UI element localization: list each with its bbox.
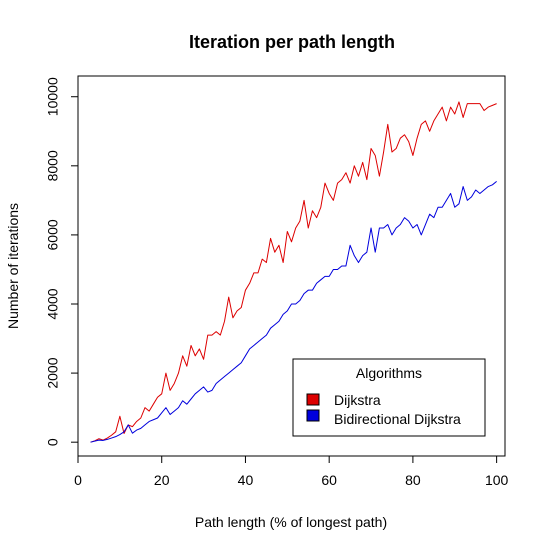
chart-title: Iteration per path length (189, 32, 395, 52)
series-line-dijkstra (90, 101, 497, 443)
legend-box (292, 358, 486, 437)
legend: Algorithms Dijkstra Bidirectional Dijkst… (292, 358, 486, 437)
y-tick-label: 8000 (45, 150, 61, 181)
series-lines (90, 101, 497, 443)
x-tick-label: 100 (485, 472, 509, 488)
legend-label-bidirectional-dijkstra: Bidirectional Dijkstra (334, 411, 461, 427)
legend-swatch-bidirectional-dijkstra (306, 409, 320, 422)
series-line-bidirectional-dijkstra (90, 180, 497, 443)
y-tick-label: 0 (45, 438, 61, 446)
y-tick-label: 6000 (45, 219, 61, 250)
x-tick-label: 60 (321, 472, 337, 488)
x-tick-label: 0 (74, 472, 82, 488)
y-axis-label: Number of iterations (5, 203, 21, 329)
legend-title: Algorithms (356, 365, 422, 381)
y-tick-label: 10000 (45, 77, 61, 116)
x-tick-label: 20 (154, 472, 170, 488)
x-tick-label: 40 (238, 472, 254, 488)
legend-label-dijkstra: Dijkstra (334, 392, 381, 408)
y-tick-label: 2000 (45, 357, 61, 388)
legend-swatch-dijkstra (306, 393, 320, 406)
y-tick-label: 4000 (45, 288, 61, 319)
x-tick-label: 80 (405, 472, 421, 488)
axes: 0 20 40 60 80 100 0 2000 4000 6000 8000 10000 (45, 77, 509, 488)
x-axis-label: Path length (% of longest path) (195, 514, 387, 530)
